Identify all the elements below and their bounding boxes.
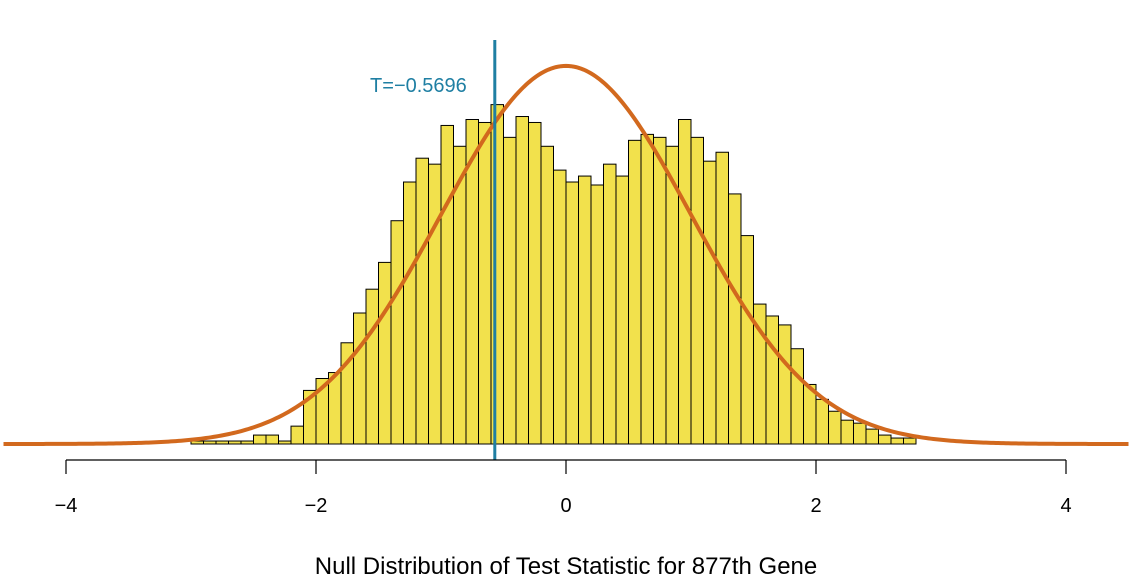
histogram-bar xyxy=(878,434,892,445)
histogram-bar xyxy=(790,348,804,445)
histogram-bar xyxy=(890,437,904,445)
histogram-bars xyxy=(190,104,917,445)
histogram-bar xyxy=(690,136,704,445)
histogram-bar xyxy=(215,440,229,445)
histogram-bar xyxy=(503,136,517,445)
histogram-bar xyxy=(490,104,504,445)
histogram-bar xyxy=(603,163,617,445)
histogram-bar xyxy=(740,235,754,445)
histogram-bar xyxy=(240,440,254,445)
histogram-bar xyxy=(728,193,742,445)
histogram-bar xyxy=(903,437,917,445)
histogram-bar xyxy=(715,151,729,445)
histogram-bar xyxy=(428,163,442,445)
histogram-bar xyxy=(815,398,829,445)
observed-statistic-label: T=−0.5696 xyxy=(370,75,467,97)
normal-density-curve xyxy=(3,63,1129,446)
histogram-bar xyxy=(615,175,629,445)
histogram-bar xyxy=(365,288,379,445)
histogram-bar xyxy=(840,419,854,445)
histogram-bar xyxy=(528,121,542,445)
histogram-bar xyxy=(628,139,642,445)
histogram-bar xyxy=(265,434,279,445)
histogram-bar xyxy=(703,160,717,445)
histogram-bar xyxy=(765,315,779,445)
histogram-bar xyxy=(378,261,392,445)
x-axis: −4 −2 0 2 4 xyxy=(55,459,1072,517)
histogram-bar xyxy=(590,184,604,445)
histogram-bar xyxy=(328,372,342,445)
x-tick-label: 4 xyxy=(1060,495,1071,517)
histogram-bar xyxy=(540,145,554,445)
histogram-bar xyxy=(203,440,217,445)
histogram-bar xyxy=(640,133,654,445)
histogram-bar xyxy=(653,136,667,445)
histogram-bar xyxy=(853,422,867,445)
histogram-bar xyxy=(478,121,492,445)
histogram-bar xyxy=(678,118,692,445)
histogram-bar xyxy=(553,169,567,445)
histogram-bar xyxy=(390,220,404,445)
histogram-bar xyxy=(865,428,879,445)
histogram-bar xyxy=(565,181,579,445)
histogram-bar xyxy=(290,425,304,445)
histogram-bar xyxy=(353,312,367,445)
histogram-bar xyxy=(515,116,529,445)
histogram-bar xyxy=(253,434,267,445)
histogram-bar xyxy=(578,175,592,445)
histogram-bar xyxy=(228,440,242,445)
histogram-bar xyxy=(403,181,417,445)
x-axis-label: Null Distribution of Test Statistic for … xyxy=(315,553,817,580)
x-tick-label: −2 xyxy=(305,495,328,517)
histogram-bar xyxy=(440,124,454,445)
histogram-bar xyxy=(828,410,842,445)
x-tick-label: −4 xyxy=(55,495,78,517)
histogram-bar xyxy=(278,440,292,445)
x-tick-label: 0 xyxy=(560,495,571,517)
x-tick-label: 2 xyxy=(810,495,821,517)
histogram-bar xyxy=(415,157,429,445)
histogram-bar xyxy=(778,324,792,445)
